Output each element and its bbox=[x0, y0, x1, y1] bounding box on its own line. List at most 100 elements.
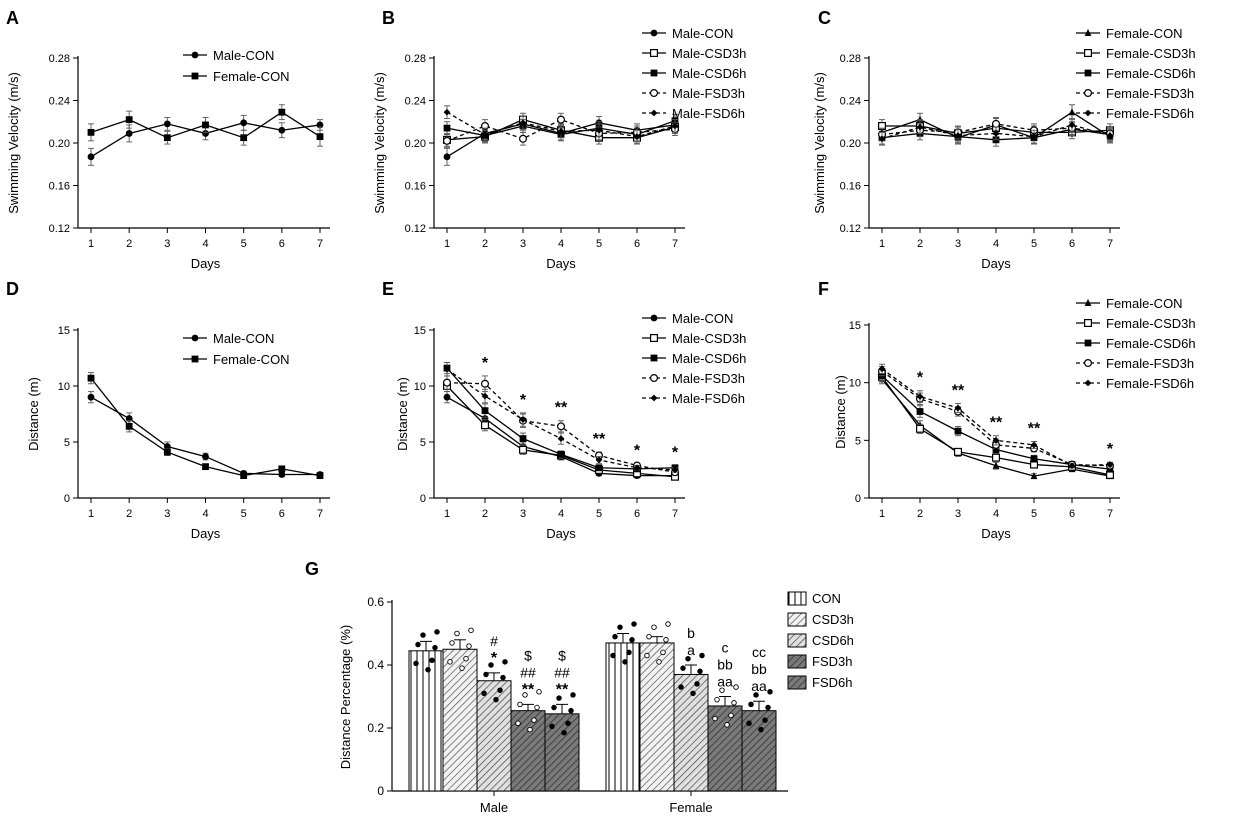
individual-point bbox=[463, 655, 469, 662]
individual-point bbox=[690, 690, 696, 697]
data-point bbox=[915, 424, 924, 433]
x-tick-label: 6 bbox=[634, 508, 640, 520]
data-point bbox=[519, 119, 527, 127]
legend-item: Female-CON bbox=[183, 69, 290, 84]
data-point bbox=[633, 133, 641, 141]
individual-point bbox=[483, 671, 489, 678]
series-male-fsd3h bbox=[443, 375, 679, 477]
x-tick-label: 7 bbox=[1107, 238, 1113, 250]
significance-annotation: a bbox=[687, 642, 695, 658]
legend-item: Female-CSD6h bbox=[1076, 336, 1196, 351]
significance-annotation: b bbox=[687, 625, 695, 641]
x-tick-label: 3 bbox=[164, 238, 170, 250]
data-point bbox=[992, 436, 1000, 444]
significance-mark: * bbox=[917, 370, 924, 387]
y-tick-label: 0.6 bbox=[367, 595, 384, 609]
series-female-con bbox=[87, 372, 324, 479]
individual-point bbox=[466, 643, 472, 649]
y-axis-label: Swimming Velocity (m/s) bbox=[6, 72, 21, 214]
data-point bbox=[202, 453, 209, 460]
individual-point bbox=[425, 666, 431, 673]
y-axis-label: Distance (m) bbox=[395, 377, 410, 451]
legend-item: Female-CSD3h bbox=[1076, 46, 1196, 61]
legend-item: CON bbox=[787, 591, 841, 606]
legend-marker bbox=[1084, 109, 1092, 117]
y-tick-label: 0.24 bbox=[840, 96, 861, 108]
data-point bbox=[125, 130, 133, 137]
y-axis-label: Distance (m) bbox=[833, 375, 848, 449]
x-tick-label: 2 bbox=[126, 238, 132, 250]
legend-label: Male-CSD6h bbox=[672, 66, 746, 81]
legend-label: Male-CON bbox=[672, 311, 733, 326]
legend-item: Male-CON bbox=[183, 331, 274, 346]
data-point bbox=[202, 121, 209, 129]
data-point bbox=[443, 124, 451, 132]
individual-point bbox=[629, 637, 635, 643]
individual-point bbox=[517, 701, 523, 708]
panel-d: 0 5 10 15 1 2 3 4 5 6 7 Days Distance (m) Male-CON Fem… bbox=[26, 325, 330, 541]
significance-annotation: ** bbox=[556, 681, 569, 698]
data-point bbox=[481, 131, 489, 138]
data-point bbox=[443, 108, 451, 116]
y-tick-label: 5 bbox=[420, 437, 426, 449]
x-tick-label: 2 bbox=[126, 508, 132, 520]
individual-point bbox=[622, 659, 628, 665]
bar bbox=[476, 680, 512, 792]
data-point bbox=[87, 128, 95, 136]
significance-mark: * bbox=[634, 442, 641, 459]
y-tick-label: 0.28 bbox=[49, 53, 70, 65]
legend-item: Female-FSD6h bbox=[1076, 376, 1194, 391]
significance-mark: * bbox=[672, 445, 679, 462]
data-point bbox=[1030, 133, 1038, 141]
legend-item: Male-CSD6h bbox=[642, 351, 746, 366]
data-point bbox=[1030, 455, 1038, 463]
individual-point bbox=[447, 659, 453, 665]
data-point bbox=[125, 116, 133, 124]
individual-point bbox=[454, 630, 460, 637]
x-axis-label: Days bbox=[981, 526, 1011, 541]
legend-marker bbox=[649, 374, 658, 383]
individual-point bbox=[493, 696, 499, 703]
legend-item: Male-CON bbox=[642, 26, 733, 41]
individual-point bbox=[565, 720, 571, 727]
x-tick-label: 4 bbox=[993, 508, 999, 520]
legend-label: CON bbox=[812, 591, 841, 606]
x-axis-label: Days bbox=[191, 526, 221, 541]
x-tick-label: 4 bbox=[558, 238, 564, 250]
individual-point bbox=[728, 712, 734, 719]
data-point bbox=[916, 123, 924, 131]
legend-item: Female-CSD6h bbox=[1076, 66, 1196, 81]
individual-point bbox=[758, 726, 764, 733]
individual-point bbox=[699, 652, 705, 659]
x-axis-label: Days bbox=[191, 256, 221, 271]
legend-label: Female-CON bbox=[213, 69, 290, 84]
y-tick-label: 0 bbox=[855, 493, 861, 505]
panel-c: 0.12 0.16 0.20 0.24 0.28 1 2 3 4 5 6 7 Days Swimming … bbox=[812, 26, 1196, 271]
individual-point bbox=[522, 692, 528, 698]
legend-swatch bbox=[787, 675, 807, 690]
x-tick-label: 6 bbox=[634, 238, 640, 250]
legend-item: Male-FSD3h bbox=[642, 371, 745, 386]
significance-mark: * bbox=[1107, 441, 1114, 458]
significance-annotation: $ bbox=[558, 647, 566, 663]
legend-marker bbox=[649, 88, 658, 97]
legend-label: Female-CON bbox=[1106, 296, 1183, 311]
data-point bbox=[878, 365, 886, 373]
x-tick-label: 1 bbox=[444, 238, 450, 250]
individual-point bbox=[697, 668, 703, 675]
data-point bbox=[992, 461, 1000, 469]
x-tick-label: 3 bbox=[520, 238, 526, 250]
panel-letter-e: E bbox=[382, 279, 394, 299]
data-point bbox=[481, 392, 489, 400]
data-point bbox=[916, 408, 924, 415]
individual-point bbox=[527, 726, 533, 733]
individual-point bbox=[549, 723, 555, 730]
y-tick-label: 10 bbox=[58, 381, 70, 393]
data-point bbox=[671, 122, 679, 130]
individual-point bbox=[746, 720, 752, 727]
significance-mark: ** bbox=[990, 415, 1003, 432]
legend-label: FSD3h bbox=[812, 654, 852, 669]
data-point bbox=[443, 153, 451, 161]
